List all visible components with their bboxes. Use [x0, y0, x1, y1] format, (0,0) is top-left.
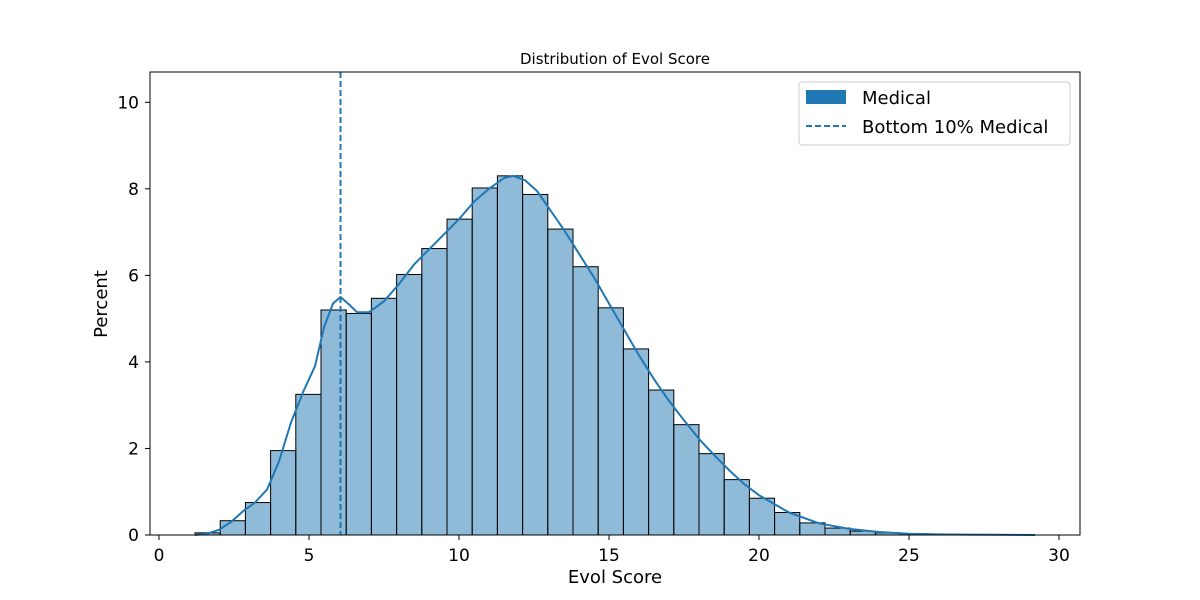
- histogram-bar: [471, 187, 498, 536]
- legend-bottom10-label: Bottom 10% Medical: [862, 117, 1048, 138]
- x-tick-label: 20: [748, 546, 770, 566]
- histogram-bar: [270, 450, 297, 536]
- histogram-bar: [547, 228, 574, 536]
- chart-title: Distribution of Evol Score: [520, 50, 710, 68]
- histogram-bar: [345, 312, 372, 536]
- x-tick-label: 10: [448, 546, 470, 566]
- x-tick-label: 15: [598, 546, 620, 566]
- y-tick-label: 6: [128, 266, 139, 286]
- histogram-bar: [396, 274, 423, 536]
- histogram-bar: [496, 175, 524, 536]
- x-tick-label: 0: [154, 546, 165, 566]
- x-tick-label: 25: [898, 546, 920, 566]
- histogram-bar: [320, 309, 347, 536]
- plot-frame: [149, 71, 1081, 536]
- histogram-bar: [698, 453, 725, 536]
- histogram-bar: [572, 266, 599, 536]
- x-tick-label: 30: [1048, 546, 1070, 566]
- histogram-bar: [446, 218, 473, 536]
- y-tick-label: 8: [128, 180, 139, 200]
- legend-medical-swatch: [806, 90, 846, 104]
- histogram-bar: [219, 520, 246, 536]
- legend: Medical Bottom 10% Medical: [798, 81, 1071, 146]
- histogram-bar: [295, 393, 322, 536]
- kde-curve: [194, 174, 1036, 536]
- x-axis-ticks: 0 5 10 15 20 25 30: [154, 535, 1070, 566]
- histogram-bar: [748, 497, 776, 536]
- legend-box: [798, 81, 1071, 146]
- y-tick-label: 0: [128, 526, 139, 546]
- y-tick-label: 4: [128, 353, 139, 373]
- histogram-bar: [244, 502, 272, 536]
- y-axis-ticks: 0 2 4 6 8 10: [117, 93, 150, 546]
- x-tick-label: 5: [304, 546, 315, 566]
- y-tick-label: 2: [128, 439, 139, 459]
- histogram-bar: [648, 389, 675, 536]
- histogram-bar: [622, 348, 650, 536]
- y-axis-label: Percent: [91, 270, 112, 338]
- histogram-bar: [370, 297, 398, 536]
- histogram-bar: [673, 424, 700, 536]
- plot-area: [194, 72, 1036, 536]
- histogram-bar: [723, 479, 750, 536]
- histogram-bar: [421, 248, 448, 536]
- histogram-bar: [522, 193, 549, 536]
- y-tick-label: 10: [117, 93, 139, 113]
- histogram-bar: [597, 307, 624, 536]
- x-axis-label: Evol Score: [568, 567, 662, 588]
- legend-medical-label: Medical: [862, 88, 931, 109]
